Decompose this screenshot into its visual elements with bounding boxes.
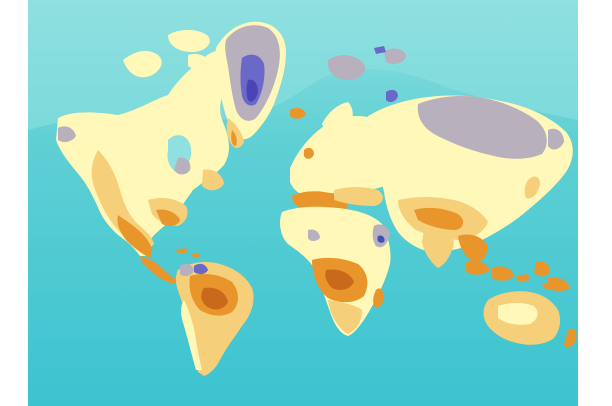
india bbox=[422, 229, 454, 268]
greenland-southwest bbox=[231, 130, 237, 146]
mexico-highlands bbox=[117, 215, 153, 258]
iceland bbox=[290, 107, 306, 119]
ethiopian-lakes bbox=[377, 235, 385, 243]
caribbean-islands bbox=[176, 248, 200, 258]
britain bbox=[304, 147, 314, 159]
southern-africa bbox=[328, 300, 362, 334]
brazil-core bbox=[201, 287, 228, 310]
greenland-south-coast bbox=[226, 118, 244, 148]
mediterranean-coast bbox=[334, 187, 383, 206]
scandinavia bbox=[322, 102, 353, 136]
andes bbox=[181, 300, 202, 370]
novaya-zemlya bbox=[327, 55, 366, 80]
greenland-ice-summit bbox=[246, 79, 258, 102]
congo-basin bbox=[325, 269, 354, 290]
eastern-canada bbox=[202, 169, 224, 191]
new-zealand bbox=[564, 328, 577, 348]
severnaya-zemlya bbox=[374, 46, 386, 54]
iberia-alps bbox=[292, 191, 348, 212]
svalbard bbox=[384, 48, 406, 64]
great-lakes bbox=[174, 157, 191, 175]
world-map[interactable] bbox=[28, 0, 578, 406]
siberia-ice bbox=[417, 96, 547, 159]
indonesia[interactable] bbox=[466, 260, 562, 290]
new-guinea bbox=[548, 277, 570, 291]
madagascar bbox=[373, 288, 384, 308]
taymyr-ice bbox=[386, 89, 398, 103]
florida-region bbox=[156, 209, 180, 227]
guiana-highlands-ice bbox=[194, 263, 208, 275]
japan bbox=[524, 176, 540, 199]
canadian-arctic-islands bbox=[123, 29, 210, 78]
rocky-mountains bbox=[91, 150, 154, 252]
himalaya-band bbox=[414, 207, 464, 230]
alaska-ice bbox=[58, 126, 76, 143]
southeast-asia bbox=[458, 234, 488, 262]
kamchatka bbox=[548, 128, 564, 150]
australia-interior bbox=[498, 303, 538, 325]
north-america[interactable] bbox=[56, 50, 234, 256]
west-african-highlands bbox=[308, 229, 320, 241]
central-america[interactable] bbox=[140, 256, 178, 284]
andes-ice bbox=[180, 263, 194, 277]
